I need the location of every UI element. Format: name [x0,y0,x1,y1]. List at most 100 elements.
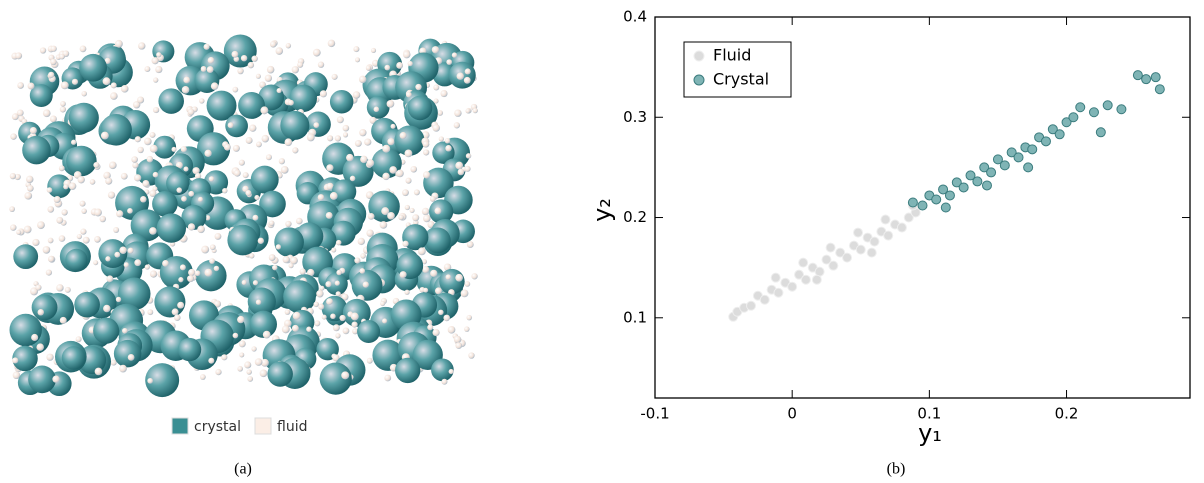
fluid-sphere [192,167,200,175]
point [938,184,949,195]
point [787,281,798,292]
fluid-sphere [339,314,346,322]
point [835,247,846,258]
fluid-sphere [254,358,263,366]
fluid-sphere [317,194,325,201]
fluid-sphere [81,208,87,214]
fluid-sphere [213,300,222,308]
fluid-sphere [264,74,273,82]
caption-b: (b) [887,461,906,478]
fluid-sphere [466,314,473,321]
fluid-sphere [171,308,179,316]
fluid-sphere [178,277,184,283]
point [866,247,877,258]
crystal-sphere [158,88,184,114]
fluid-sphere [233,169,241,177]
fluid-sphere [59,106,67,113]
fluid-sphere [292,311,301,320]
fluid-sphere [24,191,33,200]
fluid-sphere [79,200,86,207]
fluid-sphere [447,326,456,334]
fluid-sphere [71,139,77,145]
fluid-sphere [17,82,24,89]
fluid-sphere [261,134,270,143]
fluid-sphere [89,179,96,185]
fluid-sphere [313,122,320,128]
x-tick-label: 0.1 [917,405,941,423]
fluid-sphere [278,158,285,165]
fluid-sphere [222,187,228,194]
fluid-sphere [455,342,463,349]
point [842,252,853,263]
fluid-sphere [213,265,220,272]
fluid-sphere [404,204,411,211]
crystal-sphere [152,191,178,217]
fluid-sphere [102,77,111,86]
fluid-sphere [94,208,102,217]
crystal-sphere [22,135,51,165]
point [917,200,928,211]
crystal-sphere [166,171,190,196]
fluid-sphere [399,271,407,279]
point [958,182,969,193]
fluid-sphere [297,61,304,68]
fluid-sphere [327,39,336,48]
fluid-sphere [137,146,144,154]
point [1013,152,1024,163]
legend-marker [693,50,705,62]
fluid-sphere [255,73,261,79]
x-tick-label: 0.2 [1055,405,1079,423]
fluid-sphere [162,259,169,267]
point [800,274,811,285]
fluid-sphere [194,172,202,180]
scatter-plot: -0.1 0 0.1 0.2 0.1 0.2 0.3 0.4 Fluid Crystal [623,8,1190,423]
crystal-sphere [330,220,356,246]
fluid-sphere [327,135,334,142]
fluid-sphere [373,106,380,113]
fluid-sphere [9,206,15,213]
fluid-sphere [451,52,458,58]
fluid-sphere [429,196,436,202]
fluid-sphere [382,318,388,324]
fluid-sphere [319,285,325,291]
crystal-sphere [267,361,293,387]
fluid-sphere [187,108,195,116]
fluid-sphere [329,192,338,200]
fluid-sphere [113,227,120,233]
fluid-sphere [140,195,147,203]
fluid-sphere [53,195,61,203]
crystal-sphere [13,244,39,270]
fluid-sphere [288,99,294,106]
fluid-sphere [127,208,133,214]
fluid-sphere [50,45,57,52]
point [951,177,962,188]
crystal-sphere [423,167,454,199]
fluid-sphere [336,269,342,276]
fluid-sphere [281,325,290,334]
crystal-sphere [93,317,120,344]
fluid-sphere [103,171,111,180]
fluid-sphere [179,264,186,271]
fluid-sphere [423,287,429,293]
point [1075,102,1086,113]
crystal-sphere [424,227,451,254]
fluid-sphere [122,327,128,334]
y-tick-label: 0.1 [623,308,647,326]
fluid-sphere [77,176,85,184]
fluid-sphere [443,263,452,271]
fluid-sphere [144,66,151,73]
fluid-sphere [387,138,395,146]
fluid-sphere [410,165,418,173]
fluid-sphere [390,123,396,129]
fluid-sphere [131,156,138,163]
fluid-sphere [110,92,118,100]
fluid-sphere [359,129,367,137]
fluid-sphere [334,280,340,286]
point [798,257,809,268]
fluid-sphere [32,238,40,247]
point [1150,72,1161,83]
fluid-sphere [110,359,117,366]
fluid-sphere [321,314,327,320]
fluid-sphere [366,357,373,364]
point [931,194,942,205]
